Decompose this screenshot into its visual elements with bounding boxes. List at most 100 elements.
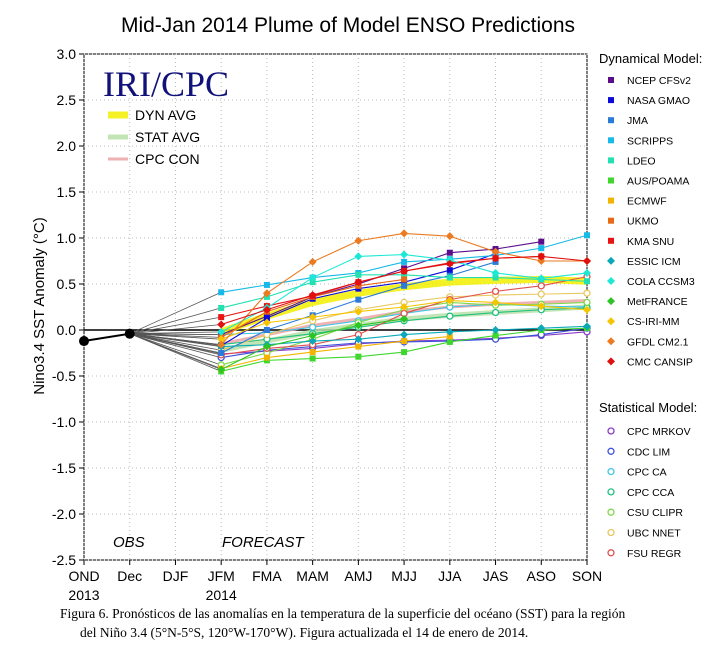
data-point (446, 267, 453, 274)
data-point (308, 323, 317, 331)
data-point (583, 298, 591, 307)
x-tick-label: Dec (117, 568, 142, 584)
data-point (583, 268, 591, 277)
x-tick-label: ASO (526, 568, 556, 584)
data-point (309, 355, 316, 362)
data-point (308, 337, 317, 346)
data-point (400, 267, 409, 276)
legend-marker-cpc-cca (607, 488, 615, 496)
data-point (537, 257, 546, 265)
data-point (583, 305, 591, 314)
observed-point (79, 336, 89, 347)
data-point (446, 312, 454, 320)
data-point (217, 320, 226, 329)
data-point (537, 252, 546, 261)
averages-legend: DYN AVG STAT AVG CPC CON (108, 107, 200, 167)
chart-title: Mid-Jan 2014 Plume of Model ENSO Predict… (121, 14, 575, 37)
connector-line (129, 331, 222, 335)
legend-marker-scripps (608, 137, 614, 144)
data-point (537, 290, 545, 298)
legend-marker-ecmwf (608, 197, 614, 204)
series-metfrance (217, 314, 409, 374)
data-point (218, 289, 225, 296)
data-point (355, 296, 362, 303)
y-tick-label: 3.0 (57, 46, 77, 62)
legend-label-cs-iri-mm: CS-IRI-MM (627, 316, 680, 328)
data-point (538, 238, 545, 245)
legend-label-fsu-regr: FSU REGR (627, 548, 682, 560)
y-tick-label: -1.0 (52, 414, 76, 430)
connector-line (129, 333, 222, 351)
enso-plume-chart: Mid-Jan 2014 Plume of Model ENSO Predict… (31, 14, 702, 603)
data-point (262, 318, 271, 327)
data-point (401, 338, 408, 345)
data-point (218, 304, 225, 311)
series-cmc-cansip (217, 252, 591, 329)
y-tick-label: -2.0 (52, 506, 76, 522)
data-point (400, 250, 409, 259)
data-point (354, 335, 363, 344)
legend-marker-cola-ccsm3 (607, 277, 615, 285)
data-point (355, 343, 362, 350)
data-point (400, 229, 409, 238)
series-line (221, 335, 450, 370)
legend-label-cpc-cca: CPC CCA (627, 487, 674, 499)
data-point (445, 232, 454, 241)
y-tick-label: -1.5 (52, 460, 76, 476)
y-axis-label: Nino3.4 SST Anomaly (°C) (31, 217, 48, 394)
forecast-label: FORECAST (222, 534, 306, 551)
x-tick-label: AMJ (344, 568, 372, 584)
legend-label-cpc-con: CPC CON (135, 151, 200, 167)
data-point (217, 365, 226, 374)
data-point (584, 278, 590, 285)
data-point (584, 232, 590, 239)
legend-label-cdc-lim: CDC LIM (627, 446, 670, 458)
legend-label-ldeo: LDEO (627, 155, 656, 167)
x-tick-label: MAM (296, 568, 329, 584)
legend-marker-cdc-lim (607, 447, 615, 455)
data-point (445, 296, 454, 305)
data-point (492, 274, 499, 281)
data-point (583, 289, 591, 297)
y-tick-label: 0.5 (57, 276, 77, 292)
legend-label-jma: JMA (627, 115, 648, 127)
data-point (355, 271, 362, 278)
y-tick-label: 2.0 (57, 138, 77, 154)
legend-label-gfdl-cm2-1: GFDL CM2.1 (627, 336, 689, 348)
legend-label-nasa-gmao: NASA GMAO (627, 95, 690, 107)
data-point (263, 354, 270, 361)
year-label: 2013 (68, 587, 99, 603)
legend-label-stat-avg: STAT AVG (135, 129, 200, 145)
data-point (401, 282, 408, 289)
x-tick-label: MJJ (391, 568, 417, 584)
legend-marker-ncep-cfsv2 (608, 77, 614, 83)
observed-line (83, 332, 130, 343)
data-point (445, 327, 454, 336)
y-tick-label: 1.0 (57, 230, 77, 246)
data-point (445, 259, 454, 268)
x-tick-label: JJA (438, 568, 462, 584)
connector-line (129, 333, 222, 340)
data-point (491, 287, 500, 296)
legend-label-metfrance: MetFRANCE (627, 296, 688, 308)
series-cola-ccsm3 (217, 250, 591, 336)
model-legend: Dynamical Model: NCEP CFSv2 NASA GMAO JMA SC… (599, 51, 702, 560)
data-point (309, 349, 316, 356)
connector-line (129, 291, 222, 335)
data-point (400, 303, 409, 311)
data-point (308, 291, 317, 300)
legend-label-ubc-nnet: UBC NNET (627, 528, 681, 540)
x-tick-label: DJF (163, 568, 189, 584)
legend-marker-fsu-regr (607, 549, 615, 557)
y-tick-label: 1.5 (57, 184, 77, 200)
legend-marker-jma (608, 117, 614, 124)
legend-marker-cpc-ca (607, 467, 615, 476)
obs-label: OBS (113, 534, 145, 551)
legend-label-cmc-cansip: CMC CANSIP (627, 356, 693, 368)
legend-marker-ukmo (608, 217, 614, 224)
legend-label-scripps: SCRIPPS (627, 135, 673, 147)
data-point (537, 324, 546, 333)
legend-marker-metfrance (607, 297, 615, 306)
data-point (355, 353, 362, 360)
data-point (492, 332, 499, 339)
